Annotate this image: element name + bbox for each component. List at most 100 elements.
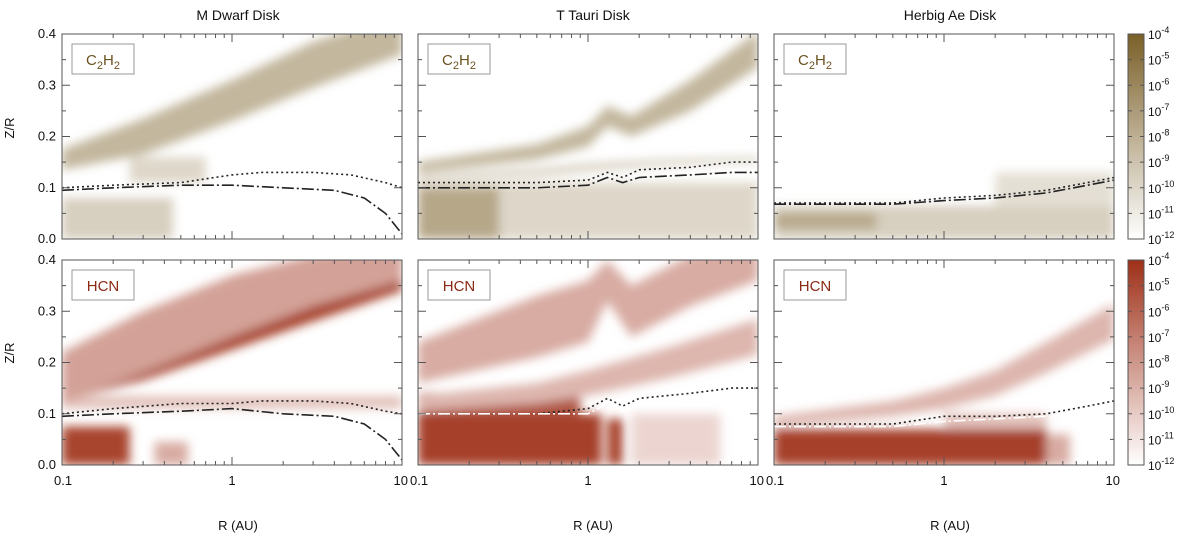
abundance-region [62, 426, 130, 465]
dotted-boundary-line [774, 176, 1114, 204]
dotted-boundary-line [418, 387, 758, 415]
column-title-m-dwarf: M Dwarf Disk [196, 7, 280, 23]
species-label-box [783, 269, 847, 301]
colorbar-tick-label: 10-5 [1148, 51, 1169, 68]
species-label-box [71, 43, 135, 75]
abundance-region [129, 157, 206, 183]
abundance-region [631, 413, 721, 465]
y-tick-label: 0.3 [38, 303, 56, 318]
x-axis-label-m-dwarf: R (AU) [218, 518, 258, 533]
species-label-hcn: HCN [783, 269, 847, 301]
abundance-field [418, 34, 758, 239]
abundance-region [154, 441, 188, 465]
species-label-text: C2H2 [442, 52, 476, 72]
abundance-region [418, 187, 500, 239]
abundance-band [418, 318, 758, 412]
species-label-c2h2: C2H2 [427, 43, 491, 75]
y-tick-label: 0.2 [38, 355, 56, 370]
x-axis-label-t-tauri: R (AU) [573, 518, 613, 533]
x-tick-label: 10 [1106, 473, 1120, 488]
ticks [417, 33, 759, 240]
dotted-boundary-line [62, 171, 402, 189]
x-tick-label: 0.1 [54, 473, 72, 488]
abundance-region [418, 413, 602, 465]
abundance-region [774, 213, 877, 229]
y-axis-label-bottom: Z/R [2, 343, 17, 364]
x-tick-label: 0.1 [766, 473, 784, 488]
species-label-c2h2: C2H2 [71, 43, 135, 75]
ticks [61, 259, 403, 466]
y-tick-label: 0.4 [38, 26, 56, 41]
x-tick-label: 10 [750, 473, 764, 488]
colorbar-tick-label: 10-4 [1148, 251, 1169, 268]
ticks [773, 259, 1115, 466]
species-label-box [427, 269, 491, 301]
colorbar-tick-label: 10-6 [1148, 76, 1169, 93]
species-label-c2h2: C2H2 [783, 43, 847, 75]
dash-dot-boundary-line [62, 184, 402, 235]
y-tick-label: 0.0 [38, 231, 56, 246]
species-label-hcn: HCN [427, 269, 491, 301]
colorbar-tick-label: 10-8 [1148, 128, 1169, 145]
panel-c2h2-2: C2H2 [773, 33, 1115, 240]
abundance-region [607, 418, 623, 465]
dotted-boundary-line [774, 400, 1114, 425]
species-label-box [783, 43, 847, 75]
x-tick-label: 1 [584, 473, 591, 488]
x-tick-label: 10 [394, 473, 408, 488]
species-label-text: HCN [799, 278, 832, 295]
dotted-boundary-line [62, 400, 402, 415]
abundance-field [62, 34, 402, 239]
colorbar-c2h2: 10-4 10-5 10-6 10-7 10-8 10-9 10-10 10-11 10-12 [1127, 25, 1174, 247]
dash-dot-boundary-line [62, 407, 402, 461]
abundance-region [1046, 434, 1070, 465]
ticks [773, 33, 1115, 240]
dotted-boundary-line [418, 161, 758, 184]
x-tick-label: 0.1 [410, 473, 428, 488]
x-axis-label-herbig-ae: R (AU) [930, 518, 970, 533]
column-title-t-tauri: T Tauri Disk [556, 7, 630, 23]
y-tick-label: 0.0 [38, 457, 56, 472]
colorbar-tick-label: 10-11 [1148, 204, 1174, 221]
colorbar-tick-label: 10-7 [1148, 102, 1169, 119]
panel-c2h2-0: 0.0 0.1 0.2 0.3 0.4 C2H2 [38, 26, 403, 246]
abundance-field [418, 260, 758, 465]
colorbar-tick-label: 10-6 [1148, 302, 1169, 319]
abundance-field [774, 172, 1114, 239]
abundance-band [62, 34, 402, 170]
abundance-band [418, 34, 758, 173]
abundance-region [62, 198, 174, 239]
x-tick-label: 1 [940, 473, 947, 488]
colorbar-tick-label: 10-5 [1148, 277, 1169, 294]
abundance-band [418, 157, 758, 181]
abundance-band [62, 260, 402, 404]
colorbar-tick-label: 10-4 [1148, 25, 1169, 42]
species-label-box [427, 43, 491, 75]
dash-dot-boundary-line [418, 171, 758, 189]
y-tick-label: 0.1 [38, 180, 56, 195]
abundance-band [774, 303, 1114, 427]
y-tick-label: 0.3 [38, 77, 56, 92]
panel-c2h2-1: C2H2 [417, 33, 759, 240]
species-label-box [71, 269, 135, 301]
species-label-text: HCN [87, 278, 120, 295]
ticks [417, 259, 759, 466]
x-tick-label: 1 [228, 473, 235, 488]
abundance-field [62, 260, 402, 465]
colorbar-tick-label: 10-10 [1148, 179, 1174, 196]
colorbar-tick-label: 10-12 [1148, 230, 1174, 247]
colorbar-tick-label: 10-12 [1148, 456, 1174, 473]
colorbar-hcn: 10-4 10-5 10-6 10-7 10-8 10-9 10-10 10-11 10-12 [1127, 251, 1174, 473]
dash-dot-boundary-line [418, 397, 758, 415]
y-tick-label: 0.1 [38, 406, 56, 421]
abundance-region [62, 395, 402, 409]
species-label-text: HCN [443, 278, 476, 295]
colorbars: 10-410-510-610-710-810-910-1010-1110-121… [1127, 25, 1174, 473]
abundance-band [418, 260, 758, 383]
species-label-text: C2H2 [86, 52, 120, 72]
species-label-hcn: HCN [71, 269, 135, 301]
y-tick-label: 0.2 [38, 129, 56, 144]
